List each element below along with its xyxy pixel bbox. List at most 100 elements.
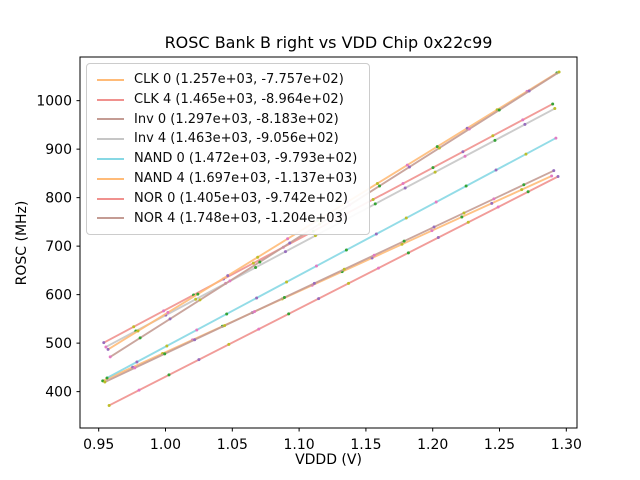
data-point-nand-4 bbox=[136, 329, 140, 333]
data-point-nor-0 bbox=[376, 266, 380, 270]
series-line-nand-0 bbox=[106, 137, 557, 379]
data-point-clk-4 bbox=[551, 102, 555, 106]
data-point-clk-4 bbox=[491, 134, 495, 138]
legend-line-swatch bbox=[97, 98, 124, 101]
legend-entry: CLK 0 (1.257e+03, -7.757e+02) bbox=[97, 70, 357, 90]
data-point-nor-0 bbox=[197, 358, 201, 362]
data-point-nand-4 bbox=[106, 347, 110, 351]
data-point-inv-0 bbox=[402, 239, 406, 243]
data-point-nand-0 bbox=[314, 264, 318, 268]
data-point-clk-0 bbox=[430, 229, 434, 233]
data-point-nor-4 bbox=[527, 89, 531, 93]
data-point-clk-4 bbox=[401, 182, 405, 186]
data-point-nand-4 bbox=[405, 163, 409, 167]
data-point-nand-4 bbox=[226, 274, 230, 278]
legend-line-swatch bbox=[97, 118, 124, 121]
data-point-nor-4 bbox=[467, 127, 471, 131]
data-point-nor-4 bbox=[168, 317, 172, 321]
data-point-nor-0 bbox=[556, 175, 560, 179]
y-tick-label: 800 bbox=[45, 191, 72, 207]
legend-line-swatch bbox=[97, 217, 124, 220]
data-point-inv-4 bbox=[493, 138, 497, 142]
data-point-nor-0 bbox=[406, 251, 410, 255]
data-point-inv-0 bbox=[432, 225, 436, 229]
data-point-clk-4 bbox=[162, 309, 166, 313]
x-tick-label: 1.20 bbox=[417, 437, 448, 453]
data-point-inv-0 bbox=[223, 324, 227, 328]
legend-entry: NAND 4 (1.697e+03, -1.137e+03) bbox=[97, 169, 357, 189]
legend-label: NAND 0 (1.472e+03, -9.793e+02) bbox=[134, 151, 358, 167]
data-point-inv-4 bbox=[283, 250, 287, 254]
data-point-nor-4 bbox=[437, 146, 441, 150]
data-point-nor-4 bbox=[407, 165, 411, 169]
data-point-inv-0 bbox=[193, 338, 197, 342]
data-point-nor-0 bbox=[496, 205, 500, 209]
legend-label: NOR 0 (1.405e+03, -9.742e+02) bbox=[134, 190, 348, 206]
x-tick-label: 1.10 bbox=[284, 437, 315, 453]
data-point-nor-4 bbox=[138, 336, 142, 340]
data-point-nor-4 bbox=[557, 70, 561, 74]
data-point-nand-0 bbox=[524, 152, 528, 156]
data-point-nor-4 bbox=[228, 279, 232, 283]
data-point-inv-4 bbox=[194, 297, 198, 301]
data-point-clk-4 bbox=[251, 261, 255, 265]
data-point-inv-4 bbox=[463, 154, 467, 158]
data-point-nand-0 bbox=[255, 296, 259, 300]
data-point-nand-4 bbox=[286, 237, 290, 241]
data-point-inv-0 bbox=[552, 169, 556, 173]
data-point-inv-4 bbox=[104, 345, 108, 349]
data-point-inv-0 bbox=[252, 310, 256, 314]
data-point-inv-4 bbox=[403, 186, 407, 190]
legend-entry: CLK 4 (1.465e+03, -8.964e+02) bbox=[97, 90, 357, 110]
data-point-inv-0 bbox=[163, 352, 167, 356]
data-point-nor-0 bbox=[466, 220, 470, 224]
data-point-nor-4 bbox=[198, 298, 202, 302]
data-point-nor-0 bbox=[167, 373, 171, 377]
x-axis-label: VDDD (V) bbox=[295, 452, 362, 468]
y-tick-label: 700 bbox=[45, 239, 72, 255]
data-point-clk-4 bbox=[132, 325, 136, 329]
plot-box bbox=[79, 56, 578, 429]
data-point-nand-4 bbox=[166, 311, 170, 315]
data-point-clk-0 bbox=[460, 215, 464, 219]
data-point-nand-0 bbox=[554, 136, 558, 140]
data-point-nor-0 bbox=[436, 236, 440, 240]
data-point-clk-4 bbox=[371, 197, 375, 201]
legend-label: Inv 4 (1.463e+03, -9.056e+02) bbox=[134, 131, 339, 147]
data-point-nand-0 bbox=[195, 328, 199, 332]
series-line-inv-0 bbox=[103, 169, 555, 383]
x-tick-label: 0.95 bbox=[83, 437, 114, 453]
series-line-nor-0 bbox=[108, 175, 559, 407]
data-point-inv-0 bbox=[103, 380, 107, 384]
x-tick-label: 1.30 bbox=[551, 437, 582, 453]
data-point-inv-4 bbox=[553, 107, 557, 111]
data-point-inv-0 bbox=[462, 211, 466, 215]
y-tick-label: 500 bbox=[45, 336, 72, 352]
x-tick-label: 1.25 bbox=[484, 437, 515, 453]
legend-entry: NOR 4 (1.748e+03, -1.204e+03) bbox=[97, 209, 357, 229]
legend-line-swatch bbox=[97, 197, 124, 200]
y-tick-label: 1000 bbox=[36, 94, 72, 110]
data-point-nand-4 bbox=[196, 292, 200, 296]
data-point-inv-4 bbox=[523, 122, 527, 126]
legend-entry: NAND 0 (1.472e+03, -9.793e+02) bbox=[97, 149, 357, 169]
data-point-nor-4 bbox=[258, 260, 262, 264]
data-point-nand-0 bbox=[135, 360, 139, 364]
y-tick-label: 600 bbox=[45, 288, 72, 304]
legend-label: NAND 4 (1.697e+03, -1.137e+03) bbox=[134, 170, 358, 186]
data-point-nor-0 bbox=[137, 388, 141, 392]
chart-title: ROSC Bank B right vs VDD Chip 0x22c99 bbox=[164, 33, 493, 52]
data-point-clk-0 bbox=[490, 201, 494, 205]
data-point-clk-0 bbox=[520, 188, 524, 192]
legend-entry: NOR 0 (1.405e+03, -9.742e+02) bbox=[97, 189, 357, 209]
x-tick-label: 1.05 bbox=[217, 437, 248, 453]
data-point-inv-4 bbox=[433, 170, 437, 174]
data-point-nand-0 bbox=[374, 232, 378, 236]
data-point-nand-4 bbox=[375, 182, 379, 186]
data-point-clk-0 bbox=[550, 174, 554, 178]
legend-entry: Inv 4 (1.463e+03, -9.056e+02) bbox=[97, 129, 357, 149]
data-point-nor-0 bbox=[227, 342, 231, 346]
data-point-clk-4 bbox=[431, 166, 435, 170]
data-point-clk-4 bbox=[521, 118, 525, 122]
